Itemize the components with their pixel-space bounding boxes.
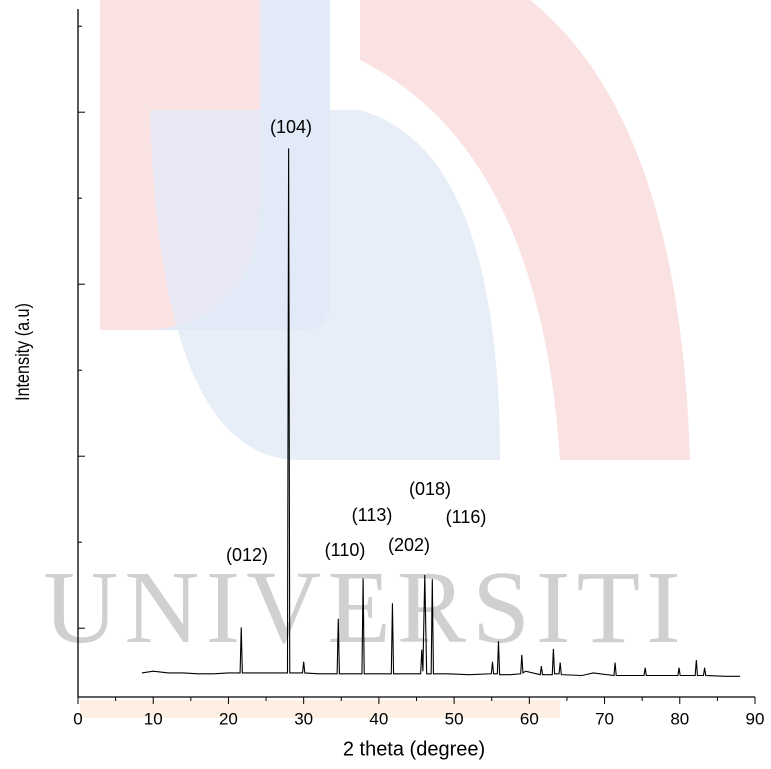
peak-label: (202) bbox=[388, 535, 430, 555]
pattern-line bbox=[141, 148, 740, 677]
x-tick-label: 40 bbox=[369, 709, 388, 728]
watermark-shape bbox=[80, 700, 560, 718]
x-tick-label: 90 bbox=[746, 709, 765, 728]
x-tick-label: 30 bbox=[294, 709, 313, 728]
watermark bbox=[80, 0, 690, 718]
peak-label: (116) bbox=[446, 507, 487, 527]
x-axis-title: 2 theta (degree) bbox=[343, 738, 485, 760]
peak-label: (012) bbox=[226, 545, 268, 565]
watermark-shape bbox=[360, 0, 690, 460]
watermark-shape bbox=[150, 110, 500, 460]
x-tick-label: 70 bbox=[595, 709, 614, 728]
watermark-shape bbox=[100, 0, 260, 330]
x-tick-label: 50 bbox=[445, 709, 464, 728]
watermark-shape bbox=[150, 0, 330, 330]
peak-label: (113) bbox=[352, 505, 393, 525]
x-tick-label: 80 bbox=[670, 709, 689, 728]
x-tick-label: 60 bbox=[520, 709, 539, 728]
watermark-text: UNIVERSITI bbox=[43, 550, 686, 665]
x-tick-label: 10 bbox=[144, 709, 163, 728]
peak-label: (110) bbox=[325, 540, 366, 560]
x-tick-label: 20 bbox=[219, 709, 238, 728]
peak-label: (018) bbox=[409, 479, 451, 499]
x-tick-label: 0 bbox=[73, 709, 82, 728]
y-axis-title: Intensity (a.u) bbox=[12, 303, 34, 401]
peak-label: (104) bbox=[270, 117, 312, 137]
